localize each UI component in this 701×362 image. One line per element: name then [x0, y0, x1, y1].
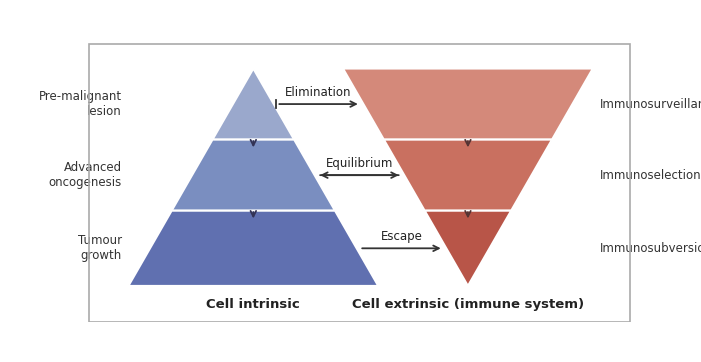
Text: Cell extrinsic (immune system): Cell extrinsic (immune system): [352, 299, 584, 311]
Text: Tumour
growth: Tumour growth: [78, 234, 122, 262]
Text: Escape: Escape: [381, 230, 423, 243]
Text: Immunosubversion: Immunosubversion: [599, 242, 701, 255]
Text: Equilibrium: Equilibrium: [326, 157, 393, 170]
Polygon shape: [425, 211, 511, 286]
Text: Immunoselection: Immunoselection: [599, 169, 701, 182]
Text: Cell intrinsic: Cell intrinsic: [207, 299, 300, 311]
Text: Elimination: Elimination: [285, 86, 352, 99]
Polygon shape: [172, 140, 335, 211]
Polygon shape: [128, 211, 379, 286]
Polygon shape: [384, 140, 552, 211]
Text: Advanced
oncogenesis: Advanced oncogenesis: [48, 161, 122, 189]
Text: Immunosurveillance: Immunosurveillance: [599, 98, 701, 110]
Polygon shape: [343, 68, 593, 140]
Text: Pre-malignant
lesion: Pre-malignant lesion: [39, 90, 122, 118]
Polygon shape: [212, 68, 294, 140]
